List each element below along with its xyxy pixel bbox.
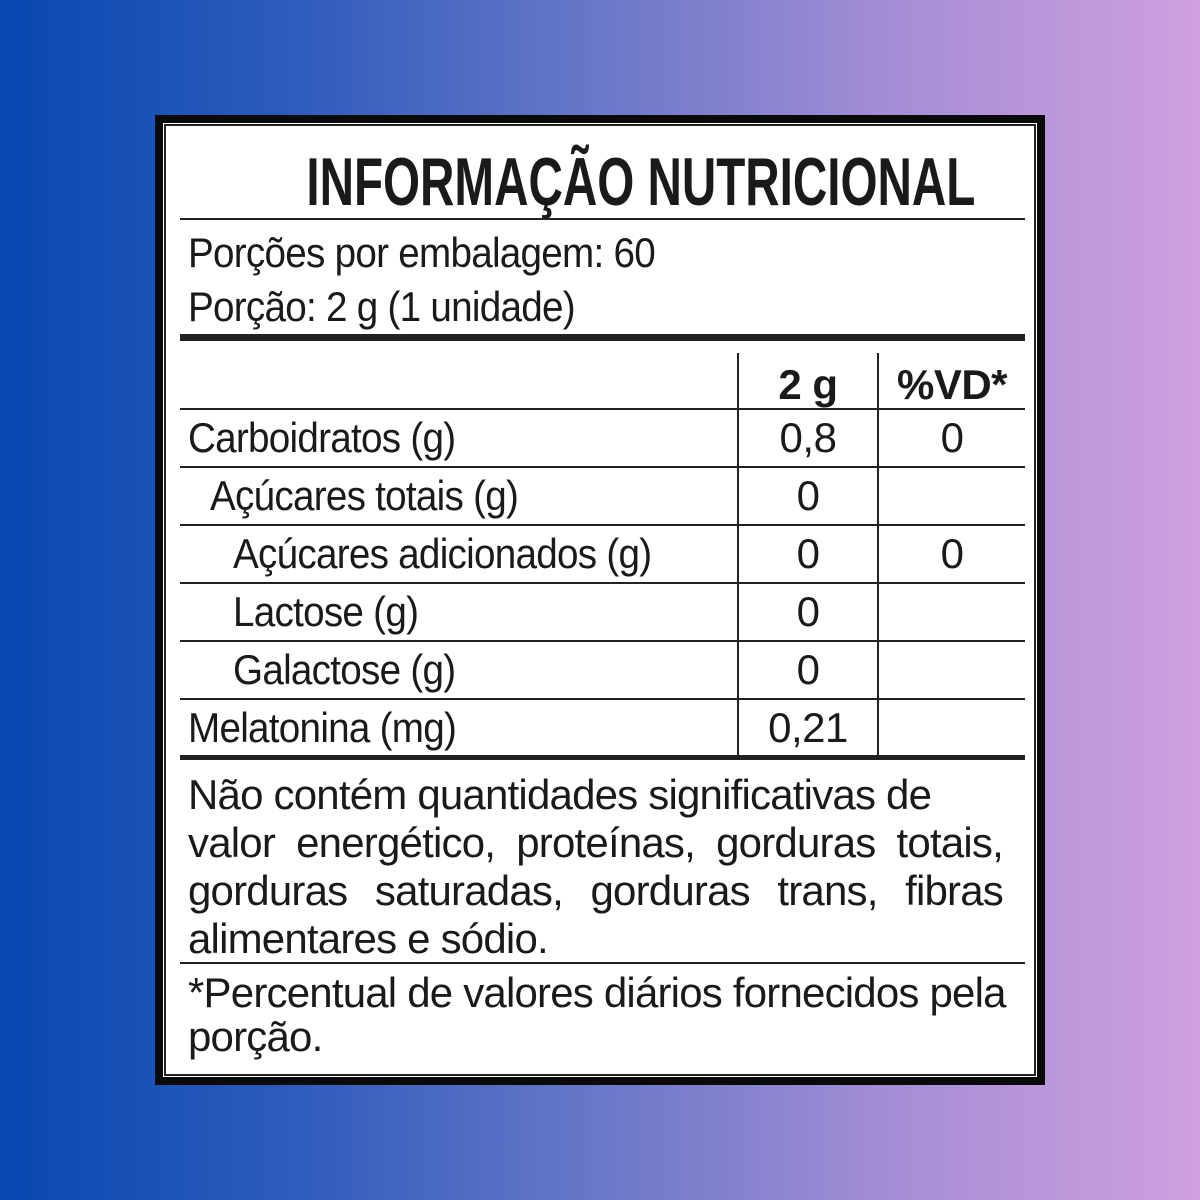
nutrient-amount: 0 xyxy=(796,472,820,519)
note-line: alimentares e sódio. xyxy=(188,915,549,962)
serving-size: Porção: 2 g (1 unidade) xyxy=(188,283,576,330)
note-line: gorduras saturadas, gorduras trans, fibr… xyxy=(188,867,1004,914)
inner-border xyxy=(164,124,1036,1076)
nutrient-label: Carboidratos (g) xyxy=(188,414,456,461)
divider xyxy=(180,218,1025,220)
footnote: *Percentual de valores diários fornecido… xyxy=(188,969,1007,1060)
servings-per-package: Porções por embalagem: 60 xyxy=(188,229,656,276)
note-line: valor energético, proteínas, gorduras to… xyxy=(188,819,1004,866)
nutrient-dv: 0 xyxy=(940,530,964,577)
nutrient-amount: 0,21 xyxy=(768,704,848,751)
row-divider xyxy=(180,698,1025,700)
header-dv: %VD* xyxy=(896,361,1008,408)
nutrition-facts-label: INFORMAÇÃO NUTRICIONAL Porções por embal… xyxy=(155,115,1045,1085)
footnote-line: porção. xyxy=(188,1013,323,1060)
nutrient-label: Lactose (g) xyxy=(233,588,419,635)
title-text: INFORMAÇÃO NUTRICIONAL xyxy=(306,144,976,220)
row-divider xyxy=(180,640,1025,642)
thick-divider xyxy=(180,334,1025,341)
row-divider xyxy=(180,524,1025,526)
footnote-line: *Percentual de valores diários fornecido… xyxy=(188,969,1007,1016)
note-line: Não contém quantidades significativas de xyxy=(188,771,932,818)
header-amount: 2 g xyxy=(778,361,838,408)
nutrient-amount: 0 xyxy=(796,530,820,577)
divider xyxy=(180,962,1025,964)
nutrient-amount: 0 xyxy=(796,646,820,693)
nutrient-label: Açúcares adicionados (g) xyxy=(233,530,652,577)
nutrient-amount: 0,8 xyxy=(779,414,837,461)
row-divider xyxy=(180,582,1025,584)
nutrient-label: Galactose (g) xyxy=(233,646,456,693)
nutrient-label: Melatonina (mg) xyxy=(188,704,457,751)
note-paragraph: Não contém quantidades significativas de… xyxy=(188,771,1004,963)
column-divider xyxy=(737,353,739,760)
label-title: INFORMAÇÃO NUTRICIONAL xyxy=(163,143,1037,221)
thick-divider xyxy=(180,755,1025,760)
nutrient-dv: 0 xyxy=(940,414,964,461)
column-divider xyxy=(877,353,879,760)
nutrient-label: Açúcares totais (g) xyxy=(210,472,519,519)
row-divider xyxy=(180,466,1025,468)
row-divider xyxy=(180,408,1025,410)
nutrient-amount: 0 xyxy=(796,588,820,635)
